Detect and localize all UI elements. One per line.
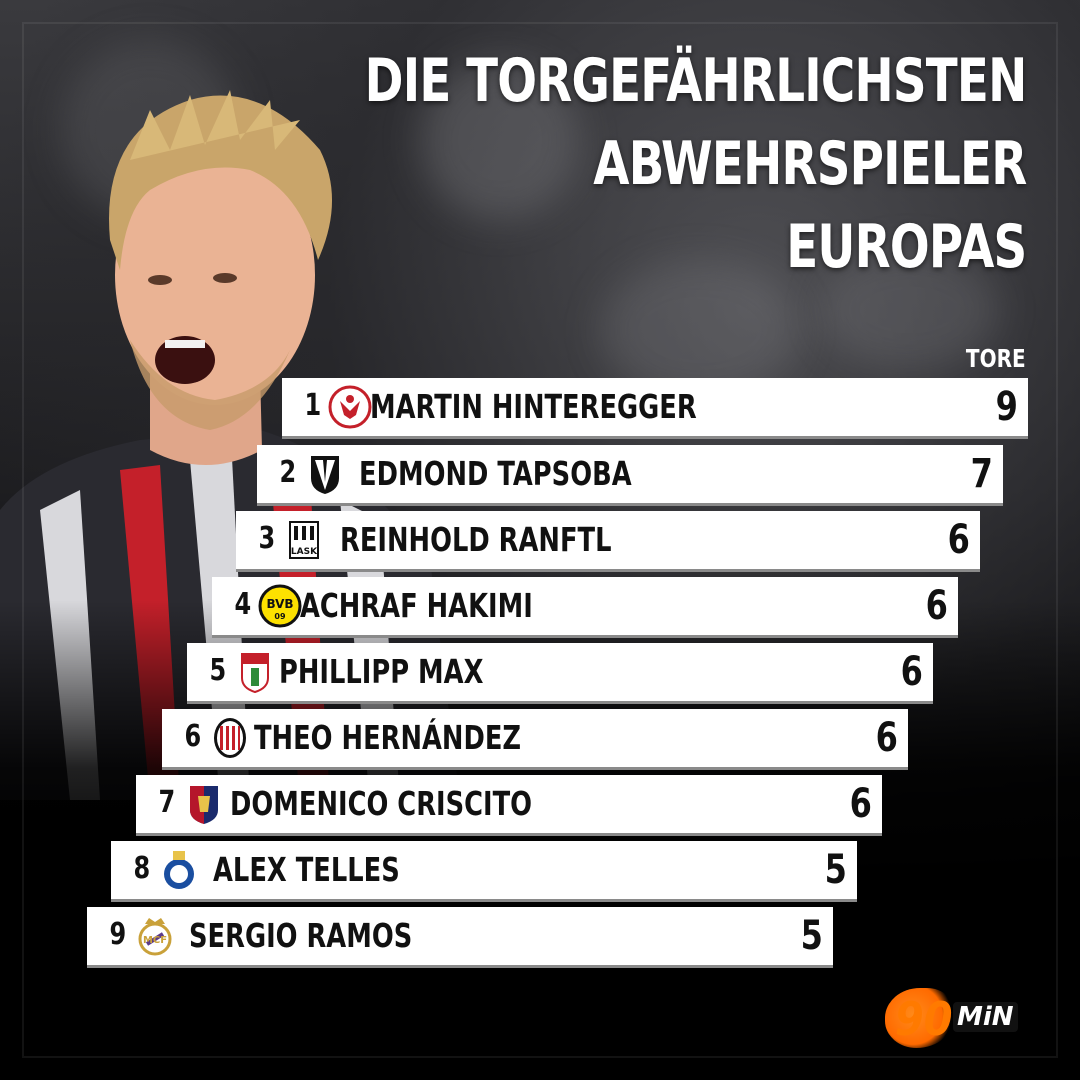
background-bokeh: [820, 250, 1000, 370]
logo-text: MiN: [953, 1002, 1018, 1032]
player-bar: BVB 09 ACHRAF HAKIMI 6: [252, 577, 958, 635]
goals-column-label: TORE: [966, 344, 1026, 373]
ranking-row: 6. THEO HERNÁNDEZ 6: [162, 709, 908, 767]
genoa-crest: [190, 786, 218, 824]
vitoria-guimaraes-crest: [311, 456, 339, 494]
goal-count: 6: [925, 583, 948, 629]
ranking-row: 4. BVB 09 ACHRAF HAKIMI 6: [212, 577, 958, 635]
player-bar: EDMOND TAPSOBA 7: [297, 445, 1003, 503]
player-name: EDMOND TAPSOBA: [359, 454, 632, 493]
background-bokeh: [600, 260, 800, 400]
ranking-row: 7. DOMENICO CRISCITO 6: [136, 775, 882, 833]
logo-splash: [885, 988, 955, 1048]
ranking-row: 9. MCF SERGIO RAMOS 5: [87, 907, 833, 965]
page-title: DIE TORGEFÄHRLICHSTEN ABWEHRSPIELER EURO…: [364, 40, 1027, 289]
title-line: EUROPAS: [785, 212, 1027, 282]
ranking-row: 8. ALEX TELLES 5: [111, 841, 857, 899]
svg-text:09: 09: [274, 612, 286, 621]
title-line: ABWEHRSPIELER: [592, 129, 1027, 199]
player-name: PHILLIPP MAX: [279, 652, 484, 691]
background-bokeh: [420, 60, 580, 220]
real-madrid-crest: MCF: [138, 918, 172, 956]
player-name: ALEX TELLES: [213, 850, 400, 889]
svg-text:MCF: MCF: [143, 935, 167, 946]
goal-count: 7: [970, 451, 993, 497]
player-bar: PHILLIPP MAX 6: [227, 643, 933, 701]
90min-logo: 90 MiN: [885, 988, 1045, 1058]
lask-crest: LASK: [289, 521, 319, 559]
goal-count: 6: [875, 715, 898, 761]
goal-count: 6: [849, 781, 872, 827]
ranking-row: 5. PHILLIPP MAX 6: [187, 643, 933, 701]
ranking-row: 2. EDMOND TAPSOBA 7: [257, 445, 1003, 503]
svg-text:BVB: BVB: [266, 597, 293, 611]
player-bar: LASK REINHOLD RANFTL 6: [276, 511, 980, 569]
player-name: REINHOLD RANFTL: [340, 520, 612, 559]
goal-count: 6: [947, 517, 970, 563]
ranking-row: 3. LASK REINHOLD RANFTL 6: [236, 511, 980, 569]
ac-milan-crest: [214, 718, 246, 758]
fc-augsburg-crest: [241, 653, 269, 694]
player-name: ACHRAF HAKIMI: [300, 586, 533, 625]
goal-count: 5: [800, 913, 823, 959]
bvb-crest: BVB 09: [258, 584, 302, 628]
title-line: DIE TORGEFÄHRLICHSTEN: [364, 46, 1027, 116]
player-bar: THEO HERNÁNDEZ 6: [202, 709, 908, 767]
player-name: DOMENICO CRISCITO: [230, 784, 533, 823]
player-bar: ALEX TELLES 5: [151, 841, 857, 899]
player-bar: MARTIN HINTEREGGER 9: [322, 378, 1028, 436]
player-name: SERGIO RAMOS: [189, 916, 413, 955]
eintracht-frankfurt-crest: [328, 385, 372, 429]
goal-count: 5: [824, 847, 847, 893]
fc-porto-crest: [164, 851, 194, 889]
player-bar: MCF SERGIO RAMOS 5: [127, 907, 833, 965]
logo-number: 90: [895, 992, 953, 1046]
goal-count: 6: [900, 649, 923, 695]
svg-text:LASK: LASK: [291, 547, 318, 557]
ranking-row: 1. MARTIN HINTEREGGER 9: [282, 378, 1028, 436]
player-name: THEO HERNÁNDEZ: [254, 718, 522, 757]
player-name: MARTIN HINTEREGGER: [370, 387, 697, 426]
player-bar: DOMENICO CRISCITO 6: [176, 775, 882, 833]
goal-count: 9: [995, 384, 1018, 430]
